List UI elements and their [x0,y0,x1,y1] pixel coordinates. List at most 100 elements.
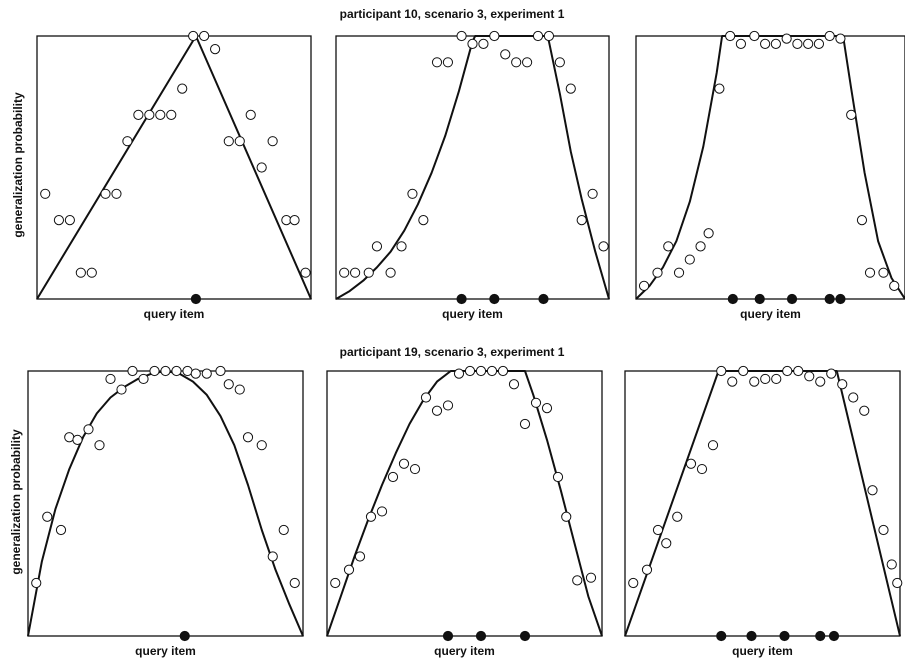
data-point [138,373,149,385]
panel-frame [335,35,610,300]
data-point [771,373,782,385]
data-point [453,368,465,379]
data-point [848,392,859,403]
data-point [475,365,487,377]
example-marker [538,293,549,305]
data-point [519,418,531,430]
data-point [738,365,749,377]
data-point [846,109,857,121]
data-point [598,241,609,252]
example-marker [779,630,790,642]
data-point [486,365,498,377]
data-point [554,57,565,68]
data-point [815,376,826,387]
data-point [234,384,245,395]
data-point [398,458,410,469]
data-point [508,379,520,390]
data-point [684,254,695,265]
example-marker [835,293,846,305]
model-curve [335,35,610,300]
data-point [122,136,133,147]
data-point [267,136,278,147]
example-marker [746,630,757,642]
data-point [835,33,846,44]
data-point [532,30,544,42]
example-marker [179,630,190,642]
data-point [824,30,835,42]
example-marker [442,630,454,642]
data-point [40,188,51,199]
example-marker [786,293,798,305]
data-point [638,280,650,291]
data-point [199,30,210,42]
data-point [42,511,53,522]
data-point [350,267,361,278]
example-marker [519,630,531,642]
data-point [735,38,747,49]
data-point [467,38,478,49]
chart-title: participant 10, scenario 3, experiment 1 [340,7,565,21]
example-marker [815,630,826,642]
data-point [409,463,421,475]
data-point [267,551,278,562]
data-point [171,365,182,377]
data-point [813,38,825,49]
data-point [242,432,254,443]
example-marker [727,293,738,305]
data-point [100,188,111,199]
x-axis-label: query item [434,644,495,658]
data-point [716,365,727,377]
data-point [672,511,683,522]
data-point [770,38,781,49]
data-point [407,188,418,199]
data-point [363,267,374,278]
data-point [552,471,564,483]
data-point [685,458,697,469]
data-point [365,511,377,522]
data-point [793,365,804,377]
data-point [278,524,289,536]
data-point [826,368,837,379]
panel-frame [624,370,901,637]
example-marker [754,293,765,305]
data-point [149,365,160,377]
data-point [223,379,234,390]
panel-frame [27,370,304,637]
data-point [31,577,42,589]
data-point [53,215,65,226]
data-point [803,38,814,49]
data-point [500,49,511,60]
data-point [116,384,127,395]
data-point [210,44,221,55]
model-curve [326,370,603,637]
data-point [576,215,587,226]
model-curve [27,370,304,637]
data-point [166,109,177,121]
data-point [695,241,706,252]
example-marker [824,293,835,305]
data-point [572,575,583,586]
data-point [418,215,429,226]
data-point [497,365,509,377]
data-point [760,38,771,49]
data-point [72,434,83,445]
data-point [703,228,714,239]
data-point [878,267,889,278]
data-point [587,188,598,199]
data-point [856,215,868,226]
data-point [376,506,388,517]
data-point [565,83,576,94]
data-point [371,241,383,252]
data-point [343,564,355,575]
data-point [456,30,467,42]
data-point [543,30,555,42]
x-axis-label: query item [732,644,793,658]
data-point [530,397,542,408]
data-point [190,368,201,379]
data-point [86,267,97,278]
data-point [663,241,674,252]
data-point [94,440,105,451]
x-axis-label: query item [135,644,196,658]
data-point [867,485,878,496]
data-point [215,365,226,377]
